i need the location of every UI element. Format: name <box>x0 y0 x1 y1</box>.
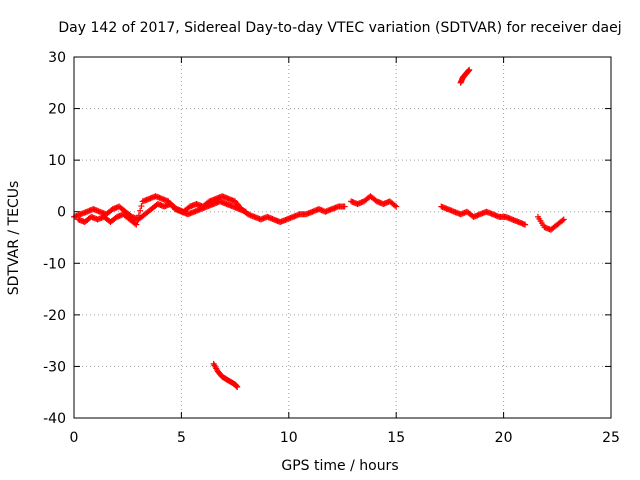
x-tick-label: 25 <box>602 430 620 446</box>
data-point <box>560 216 567 223</box>
grid-lines <box>74 57 611 418</box>
data-point <box>242 208 249 215</box>
x-tick-label: 15 <box>387 430 405 446</box>
y-tick-label: -20 <box>43 308 66 324</box>
y-axis-label: SDTVAR / TECUs <box>6 181 22 296</box>
y-tick-label: 20 <box>48 102 66 118</box>
axis-ticks: -40 -30 -20 -10 0 10 20 30 0 5 10 15 20 25 <box>43 50 620 446</box>
x-tick-label: 0 <box>70 430 79 446</box>
data-point <box>393 203 400 210</box>
data-point <box>522 221 529 228</box>
x-tick-label: 10 <box>280 430 298 446</box>
y-tick-label: -30 <box>43 359 66 375</box>
y-tick-label: 10 <box>48 153 66 169</box>
data-point <box>391 202 398 209</box>
x-axis-label: GPS time / hours <box>281 458 398 474</box>
x-tick-label: 5 <box>177 430 186 446</box>
plot-frame <box>73 56 612 419</box>
data-point <box>341 203 348 210</box>
data-point <box>135 212 142 219</box>
chart-title: Day 142 of 2017, Sidereal Day-to-day VTE… <box>58 20 621 36</box>
data-point <box>133 221 140 228</box>
data-point <box>137 207 144 214</box>
data-point <box>559 217 566 224</box>
y-tick-label: -40 <box>43 411 66 427</box>
x-tick-label: 20 <box>495 430 513 446</box>
data-point <box>234 384 241 391</box>
data-point <box>134 216 141 223</box>
data-point <box>466 66 473 73</box>
y-tick-label: 0 <box>57 205 66 221</box>
y-tick-label: -10 <box>43 256 66 272</box>
data-point <box>138 203 145 210</box>
data-points <box>71 66 567 391</box>
data-point <box>132 220 139 227</box>
y-tick-label: 30 <box>48 50 66 66</box>
